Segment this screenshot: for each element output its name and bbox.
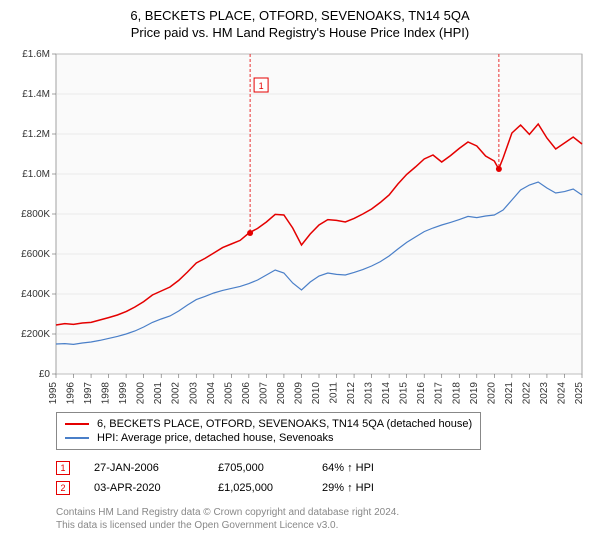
- svg-text:1999: 1999: [118, 382, 129, 405]
- svg-text:2001: 2001: [153, 382, 164, 405]
- svg-text:2018: 2018: [451, 382, 462, 405]
- svg-text:2009: 2009: [293, 382, 304, 405]
- legend-swatch: [65, 437, 89, 439]
- svg-text:2000: 2000: [136, 382, 147, 405]
- svg-text:£400K: £400K: [21, 289, 50, 300]
- legend: 6, BECKETS PLACE, OTFORD, SEVENOAKS, TN1…: [56, 412, 481, 450]
- event-date: 27-JAN-2006: [94, 462, 194, 474]
- svg-text:£1.0M: £1.0M: [22, 169, 50, 180]
- svg-text:2012: 2012: [346, 382, 357, 405]
- event-price: £705,000: [218, 462, 298, 474]
- events-table: 1 27-JAN-2006 £705,000 64% ↑ HPI 2 03-APR-202…: [56, 458, 588, 498]
- svg-text:2004: 2004: [206, 382, 217, 405]
- svg-text:2008: 2008: [276, 382, 287, 405]
- title-block: 6, BECKETS PLACE, OTFORD, SEVENOAKS, TN1…: [12, 8, 588, 40]
- svg-text:1998: 1998: [101, 382, 112, 405]
- svg-text:2005: 2005: [223, 382, 234, 405]
- legend-label: 6, BECKETS PLACE, OTFORD, SEVENOAKS, TN1…: [97, 418, 472, 430]
- svg-text:2022: 2022: [521, 382, 532, 405]
- footer-line2: This data is licensed under the Open Gov…: [56, 519, 588, 532]
- footer-attribution: Contains HM Land Registry data © Crown c…: [56, 506, 588, 532]
- svg-text:2020: 2020: [486, 382, 497, 405]
- event-date: 03-APR-2020: [94, 482, 194, 494]
- svg-text:2021: 2021: [504, 382, 515, 405]
- svg-text:£800K: £800K: [21, 209, 50, 220]
- event-marker: 1: [56, 461, 70, 475]
- chart-title-line1: 6, BECKETS PLACE, OTFORD, SEVENOAKS, TN1…: [12, 8, 588, 23]
- svg-text:1997: 1997: [83, 382, 94, 405]
- svg-text:2007: 2007: [258, 382, 269, 405]
- svg-text:1996: 1996: [66, 382, 77, 405]
- svg-text:2019: 2019: [469, 382, 480, 405]
- footer-line1: Contains HM Land Registry data © Crown c…: [56, 506, 588, 519]
- legend-item: 6, BECKETS PLACE, OTFORD, SEVENOAKS, TN1…: [65, 417, 472, 431]
- svg-text:£1.4M: £1.4M: [22, 89, 50, 100]
- svg-text:2013: 2013: [364, 382, 375, 405]
- chart-title-line2: Price paid vs. HM Land Registry's House …: [12, 25, 588, 40]
- event-marker: 2: [56, 481, 70, 495]
- svg-text:£600K: £600K: [21, 249, 50, 260]
- legend-label: HPI: Average price, detached house, Seve…: [97, 432, 333, 444]
- event-row: 2 03-APR-2020 £1,025,000 29% ↑ HPI: [56, 478, 588, 498]
- svg-text:£1.6M: £1.6M: [22, 49, 50, 60]
- svg-text:2016: 2016: [416, 382, 427, 405]
- svg-text:2003: 2003: [188, 382, 199, 405]
- legend-item: HPI: Average price, detached house, Seve…: [65, 431, 472, 445]
- chart-container: 6, BECKETS PLACE, OTFORD, SEVENOAKS, TN1…: [0, 0, 600, 538]
- event-pct: 29% ↑ HPI: [322, 482, 402, 494]
- svg-text:2011: 2011: [329, 382, 340, 404]
- svg-text:2017: 2017: [434, 382, 445, 405]
- event-row: 1 27-JAN-2006 £705,000 64% ↑ HPI: [56, 458, 588, 478]
- svg-text:2002: 2002: [171, 382, 182, 405]
- svg-text:2025: 2025: [574, 382, 585, 405]
- event-price: £1,025,000: [218, 482, 298, 494]
- legend-swatch: [65, 423, 89, 425]
- svg-text:2006: 2006: [241, 382, 252, 405]
- svg-text:2024: 2024: [556, 382, 567, 405]
- svg-text:2023: 2023: [539, 382, 550, 405]
- chart-plot: £0 £200K £400K £600K £800K £1.0M £1.2M £1.4M £1.…: [12, 46, 588, 406]
- svg-text:2014: 2014: [381, 382, 392, 405]
- event-pct: 64% ↑ HPI: [322, 462, 402, 474]
- svg-text:£200K: £200K: [21, 329, 50, 340]
- svg-text:1: 1: [259, 81, 264, 91]
- svg-text:£1.2M: £1.2M: [22, 129, 50, 140]
- svg-text:£0: £0: [39, 369, 51, 380]
- svg-text:2010: 2010: [311, 382, 322, 405]
- svg-text:2015: 2015: [399, 382, 410, 405]
- svg-text:1995: 1995: [48, 382, 59, 405]
